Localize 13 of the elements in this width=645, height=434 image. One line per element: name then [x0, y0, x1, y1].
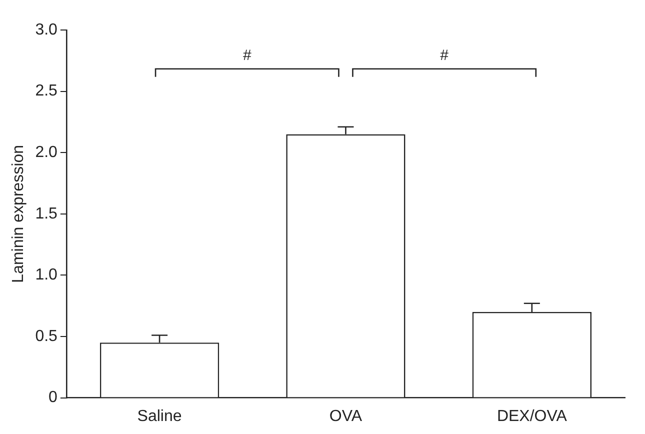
annotation: #: [440, 46, 448, 64]
annotation: #: [242, 46, 252, 64]
y-tick-label: 2.5: [35, 82, 58, 100]
y-tick-label: 1.0: [35, 266, 58, 284]
y-tick-label: 3.0: [35, 21, 58, 38]
y-axis-title: Laminin expression: [10, 144, 28, 283]
x-tick-label: OVA: [329, 408, 362, 425]
y-tick-label: 2.0: [35, 144, 58, 162]
y-tick-label: 0: [48, 389, 58, 406]
x-tick-label: Saline: [137, 408, 182, 425]
y-tick-label: 0.5: [35, 328, 58, 345]
x-tick-label: DEX/OVA: [496, 408, 568, 425]
y-tick-label: 1.5: [35, 205, 58, 222]
